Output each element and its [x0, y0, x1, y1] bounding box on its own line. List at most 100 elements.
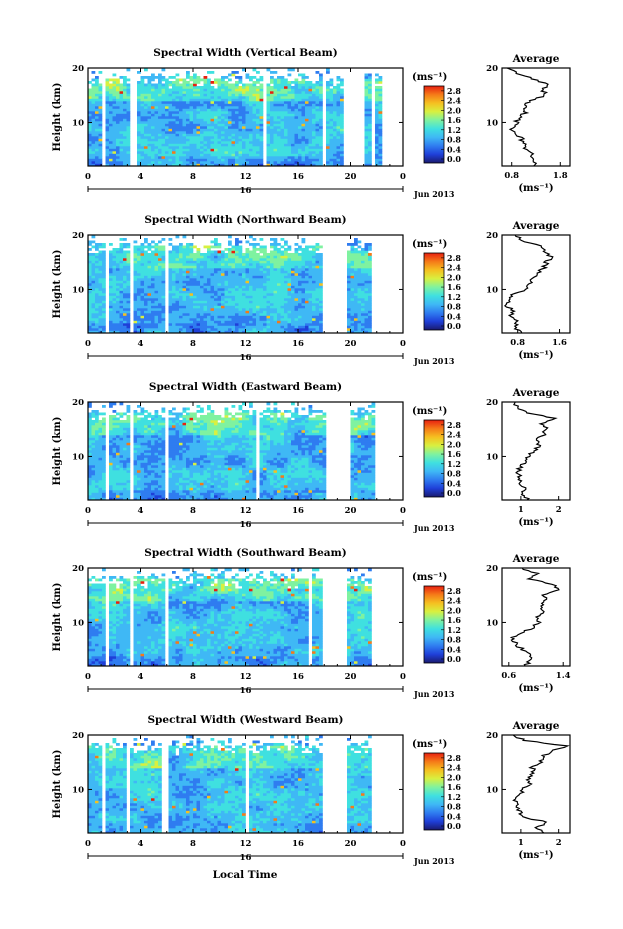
day-label: 16: [240, 353, 252, 363]
y-tick-label: 10: [72, 785, 84, 795]
colorbar-tick-label: 2.4: [447, 263, 461, 273]
colorbar-tick-label: 0.8: [447, 135, 461, 145]
profile-title: Average: [512, 53, 560, 65]
profile-title: Average: [512, 387, 560, 399]
colorbar-tick-label: 0.0: [447, 154, 461, 164]
profile-line: [509, 567, 560, 667]
colorbar-tick-label: 1.6: [447, 615, 461, 625]
colorbar-unit: (ms⁻¹): [412, 239, 447, 250]
profile-x-label: (ms⁻¹): [518, 683, 553, 694]
day-label: 16: [240, 686, 252, 696]
x-tick-label: 0: [400, 839, 406, 849]
colorbar-unit: (ms⁻¹): [412, 72, 447, 83]
date-label: Jun 2013: [413, 523, 455, 533]
colorbar-tick-label: 0.4: [447, 311, 461, 321]
colorbar: [423, 85, 445, 164]
colorbar-tick-label: 0.0: [447, 488, 461, 498]
x-tick-label: 12: [240, 339, 252, 349]
profile-x-tick-label: 1: [518, 838, 524, 848]
y-axis-label: Height (km): [52, 583, 63, 652]
profile-x-tick-label: 0.8: [510, 338, 525, 348]
profile-x-label: (ms⁻¹): [518, 350, 553, 361]
x-tick-label: 20: [345, 672, 357, 682]
colorbar-tick-label: 1.2: [447, 459, 461, 469]
profile-x-tick-label: 2: [556, 505, 562, 515]
x-tick-label: 0: [85, 339, 91, 349]
colorbar-tick-label: 1.2: [447, 125, 461, 135]
heatmap-cells: [88, 402, 376, 501]
y-tick-label: 20: [72, 731, 84, 741]
colorbar-tick-label: 1.6: [447, 115, 461, 125]
profile-y-tick-label: 20: [486, 731, 498, 741]
day-label: 16: [240, 186, 252, 196]
colorbar-tick-label: 0.4: [447, 144, 461, 154]
profile-x-tick-label: 0.8: [504, 171, 519, 181]
x-tick-label: 12: [240, 672, 252, 682]
profile-x-label: (ms⁻¹): [518, 850, 553, 861]
colorbar-tick-label: 2.8: [447, 753, 461, 763]
x-tick-label: 8: [190, 672, 196, 682]
date-label: Jun 2013: [413, 356, 455, 366]
colorbar-tick-label: 2.4: [447, 596, 461, 606]
profile-x-tick-label: 1.6: [552, 338, 567, 348]
colorbar: [423, 419, 445, 498]
x-tick-label: 16: [292, 839, 304, 849]
colorbar-tick-label: 2.8: [447, 586, 461, 596]
heatmap-cells: [88, 68, 383, 167]
colorbar-tick-label: 0.4: [447, 811, 461, 821]
y-axis-label: Height (km): [52, 250, 63, 319]
x-tick-label: 0: [400, 339, 406, 349]
profile-frame: [501, 67, 571, 167]
panel-1: Spectral Width (Vertical Beam) 0 4 8 12 16 20 0…: [52, 47, 571, 199]
colorbar-tick-label: 1.6: [447, 782, 461, 792]
x-tick-label: 16: [292, 172, 304, 182]
y-tick-label: 20: [72, 64, 84, 74]
profile-y-tick-label: 10: [486, 285, 498, 295]
x-tick-label: 0: [85, 839, 91, 849]
profile-y-tick-label: 20: [486, 564, 498, 574]
panel-title: Spectral Width (Westward Beam): [147, 714, 343, 726]
x-tick-label: 4: [138, 339, 144, 349]
y-tick-label: 20: [72, 398, 84, 408]
colorbar-tick-label: 2.4: [447, 430, 461, 440]
y-tick-label: 10: [72, 452, 84, 462]
profile-x-label: (ms⁻¹): [518, 183, 553, 194]
colorbar-tick-label: 0.0: [447, 321, 461, 331]
colorbar-tick-label: 1.6: [447, 282, 461, 292]
profile-y-tick-label: 10: [486, 618, 498, 628]
profile-x-tick-label: 2: [556, 838, 562, 848]
panel-title: Spectral Width (Eastward Beam): [149, 381, 342, 393]
profile-frame: [501, 401, 571, 501]
profile-title: Average: [512, 720, 560, 732]
profile-x-tick-label: 1.4: [556, 671, 571, 681]
day-label: 16: [240, 520, 252, 530]
x-tick-label: 8: [190, 172, 196, 182]
profile-y-tick-label: 10: [486, 452, 498, 462]
date-label: Jun 2013: [413, 189, 455, 199]
profile-x-tick-label: 1: [518, 505, 524, 515]
colorbar-tick-label: 2.0: [447, 772, 461, 782]
profile-line: [504, 234, 554, 334]
panel-title: Spectral Width (Northward Beam): [144, 214, 346, 226]
heatmap-cells: [88, 235, 372, 334]
panel-title: Spectral Width (Southward Beam): [144, 547, 346, 559]
colorbar: [423, 585, 445, 664]
x-tick-label: 8: [190, 339, 196, 349]
panel-5: Spectral Width (Westward Beam)0 4 8 12 16 20 0…: [52, 714, 571, 866]
x-tick-label: 16: [292, 506, 304, 516]
x-tick-label: 16: [292, 339, 304, 349]
date-label: Jun 2013: [413, 689, 455, 699]
colorbar-tick-label: 0.0: [447, 821, 461, 831]
colorbar-tick-label: 1.6: [447, 449, 461, 459]
colorbar-unit: (ms⁻¹): [412, 739, 447, 750]
x-tick-label: 16: [292, 672, 304, 682]
panel-title: Spectral Width (Vertical Beam): [153, 47, 337, 59]
x-tick-label: 8: [190, 839, 196, 849]
x-tick-label: 12: [240, 506, 252, 516]
colorbar-tick-label: 2.0: [447, 272, 461, 282]
x-tick-label: 0: [85, 506, 91, 516]
colorbar-tick-label: 2.8: [447, 253, 461, 263]
colorbar-tick-label: 0.8: [447, 802, 461, 812]
profile-y-tick-label: 10: [486, 785, 498, 795]
